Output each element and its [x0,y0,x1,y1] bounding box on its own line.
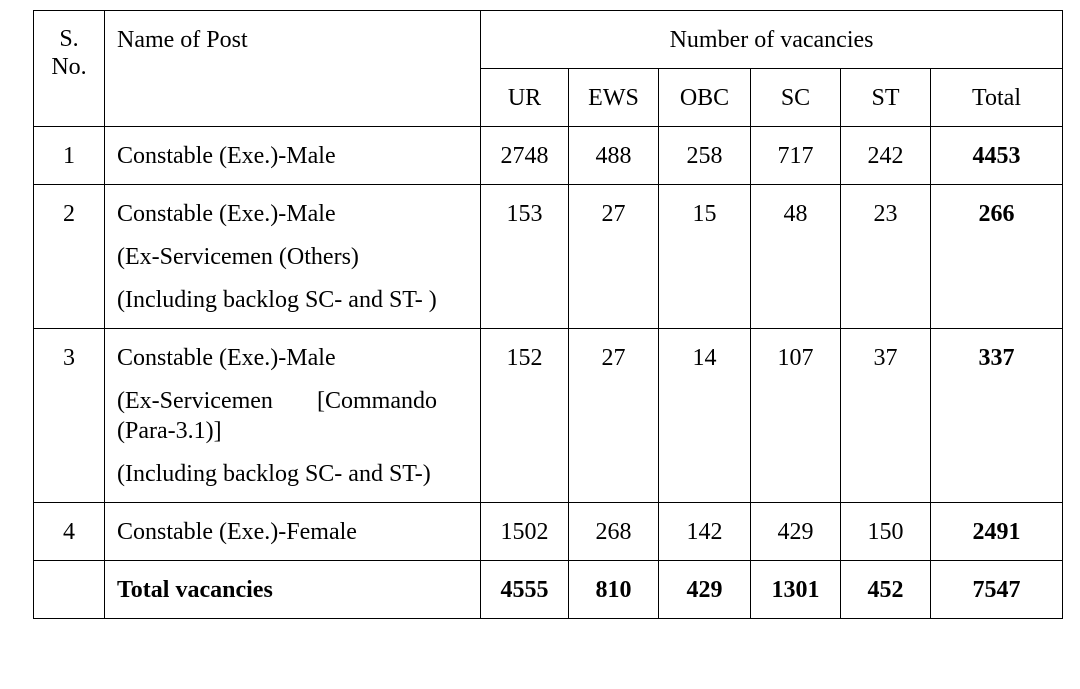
value-cell: 429 [750,502,841,561]
post-line: Constable (Exe.)-Female [117,519,357,545]
post-line: (Including backlog SC- and ST-) [117,461,431,487]
column-header: SC [750,68,841,127]
data-row: 3 Constable (Exe.)-Male (Ex-Servicemen [Co… [33,328,1064,503]
value-cell: 15 [658,184,751,329]
sno-cell [33,560,105,619]
post-cell: Constable (Exe.)-Male (Ex-Servicemen (Oth… [104,184,481,329]
sno-cell: 2 [33,184,105,329]
total-cell: 4555 [480,560,569,619]
sno-cell: 1 [33,126,105,185]
post-line: (Ex-Servicemen (Others) [117,244,359,270]
name-header: Name of Post [104,10,481,127]
column-header: UR [480,68,569,127]
data-row: 2 Constable (Exe.)-Male (Ex-Servicemen (Ot… [33,184,1064,329]
column-header: ST [840,68,931,127]
total-cell: 810 [568,560,659,619]
value-cell: 152 [480,328,569,503]
value-cell: 142 [658,502,751,561]
value-cell: 48 [750,184,841,329]
total-cell: 1301 [750,560,841,619]
value-cell: 4453 [929,126,1064,185]
value-cell: 150 [840,502,931,561]
value-cell: 2748 [480,126,569,185]
post-line: Constable (Exe.)-Male [117,345,336,371]
header-line: No. [51,54,87,80]
column-header: OBC [658,68,751,127]
value-cell: 717 [750,126,841,185]
sno-header: S. No. [33,10,105,127]
data-row: 1 Constable (Exe.)-Male 2748 488 258 717 242 44… [33,126,1064,185]
header-line: S. [59,26,79,52]
value-cell: 2491 [929,502,1064,561]
post-cell: Constable (Exe.)-Female [104,502,481,561]
value-cell: 27 [568,184,659,329]
post-line: (Including backlog SC- and ST- ) [117,287,437,313]
value-cell: 337 [929,328,1064,503]
sno-cell: 4 [33,502,105,561]
value-cell: 242 [840,126,931,185]
value-cell: 153 [480,184,569,329]
value-cell: 37 [840,328,931,503]
post-line: Constable (Exe.)-Male [117,143,336,169]
post-line: (Ex-Servicemen [Commando (Para-3.1)] [117,388,437,444]
column-header: EWS [568,68,659,127]
total-cell: 429 [658,560,751,619]
value-cell: 107 [750,328,841,503]
total-label: Total vacancies [104,560,481,619]
value-cell: 266 [929,184,1064,329]
total-cell: 452 [840,560,931,619]
value-cell: 23 [840,184,931,329]
value-cell: 268 [568,502,659,561]
total-row: Total vacancies 4555 810 429 1301 452 7547 [33,560,1064,619]
value-cell: 1502 [480,502,569,561]
sno-cell: 3 [33,328,105,503]
vacancy-table: S. No. Name of Post Number of vacancies U… [33,10,1064,619]
post-cell: Constable (Exe.)-Male (Ex-Servicemen [Com… [104,328,481,503]
data-row: 4 Constable (Exe.)-Female 1502 268 142 429 150… [33,502,1064,561]
column-header: Total [929,68,1064,127]
post-cell: Constable (Exe.)-Male [104,126,481,185]
value-cell: 258 [658,126,751,185]
vacancies-header: Number of vacancies [479,10,1064,69]
total-cell: 7547 [929,560,1064,619]
value-cell: 27 [568,328,659,503]
post-line: Constable (Exe.)-Male [117,201,336,227]
value-cell: 488 [568,126,659,185]
value-cell: 14 [658,328,751,503]
header-row: S. No. Name of Post Number of vacancies [33,10,1064,127]
